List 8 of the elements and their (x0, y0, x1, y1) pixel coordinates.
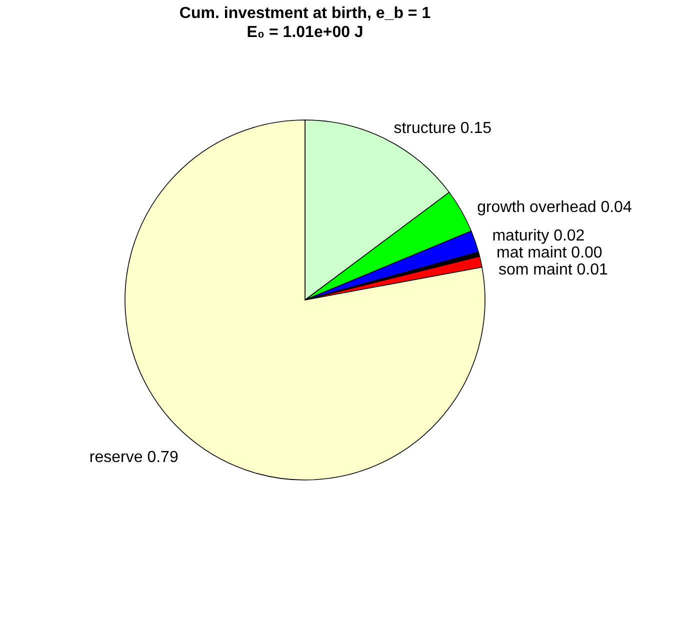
slice-label: som maint 0.01 (498, 262, 608, 279)
slice-label: maturity 0.02 (492, 228, 585, 245)
chart-subtitle: E₀ = 1.01e+00 J (246, 24, 364, 41)
slice-label: mat maint 0.00 (496, 244, 602, 262)
slice-label: structure 0.15 (394, 120, 492, 137)
slice-label: reserve 0.79 (89, 449, 178, 466)
chart-title: Cum. investment at birth, e_b = 1 (179, 5, 431, 22)
slice-label: growth overhead 0.04 (477, 199, 632, 216)
